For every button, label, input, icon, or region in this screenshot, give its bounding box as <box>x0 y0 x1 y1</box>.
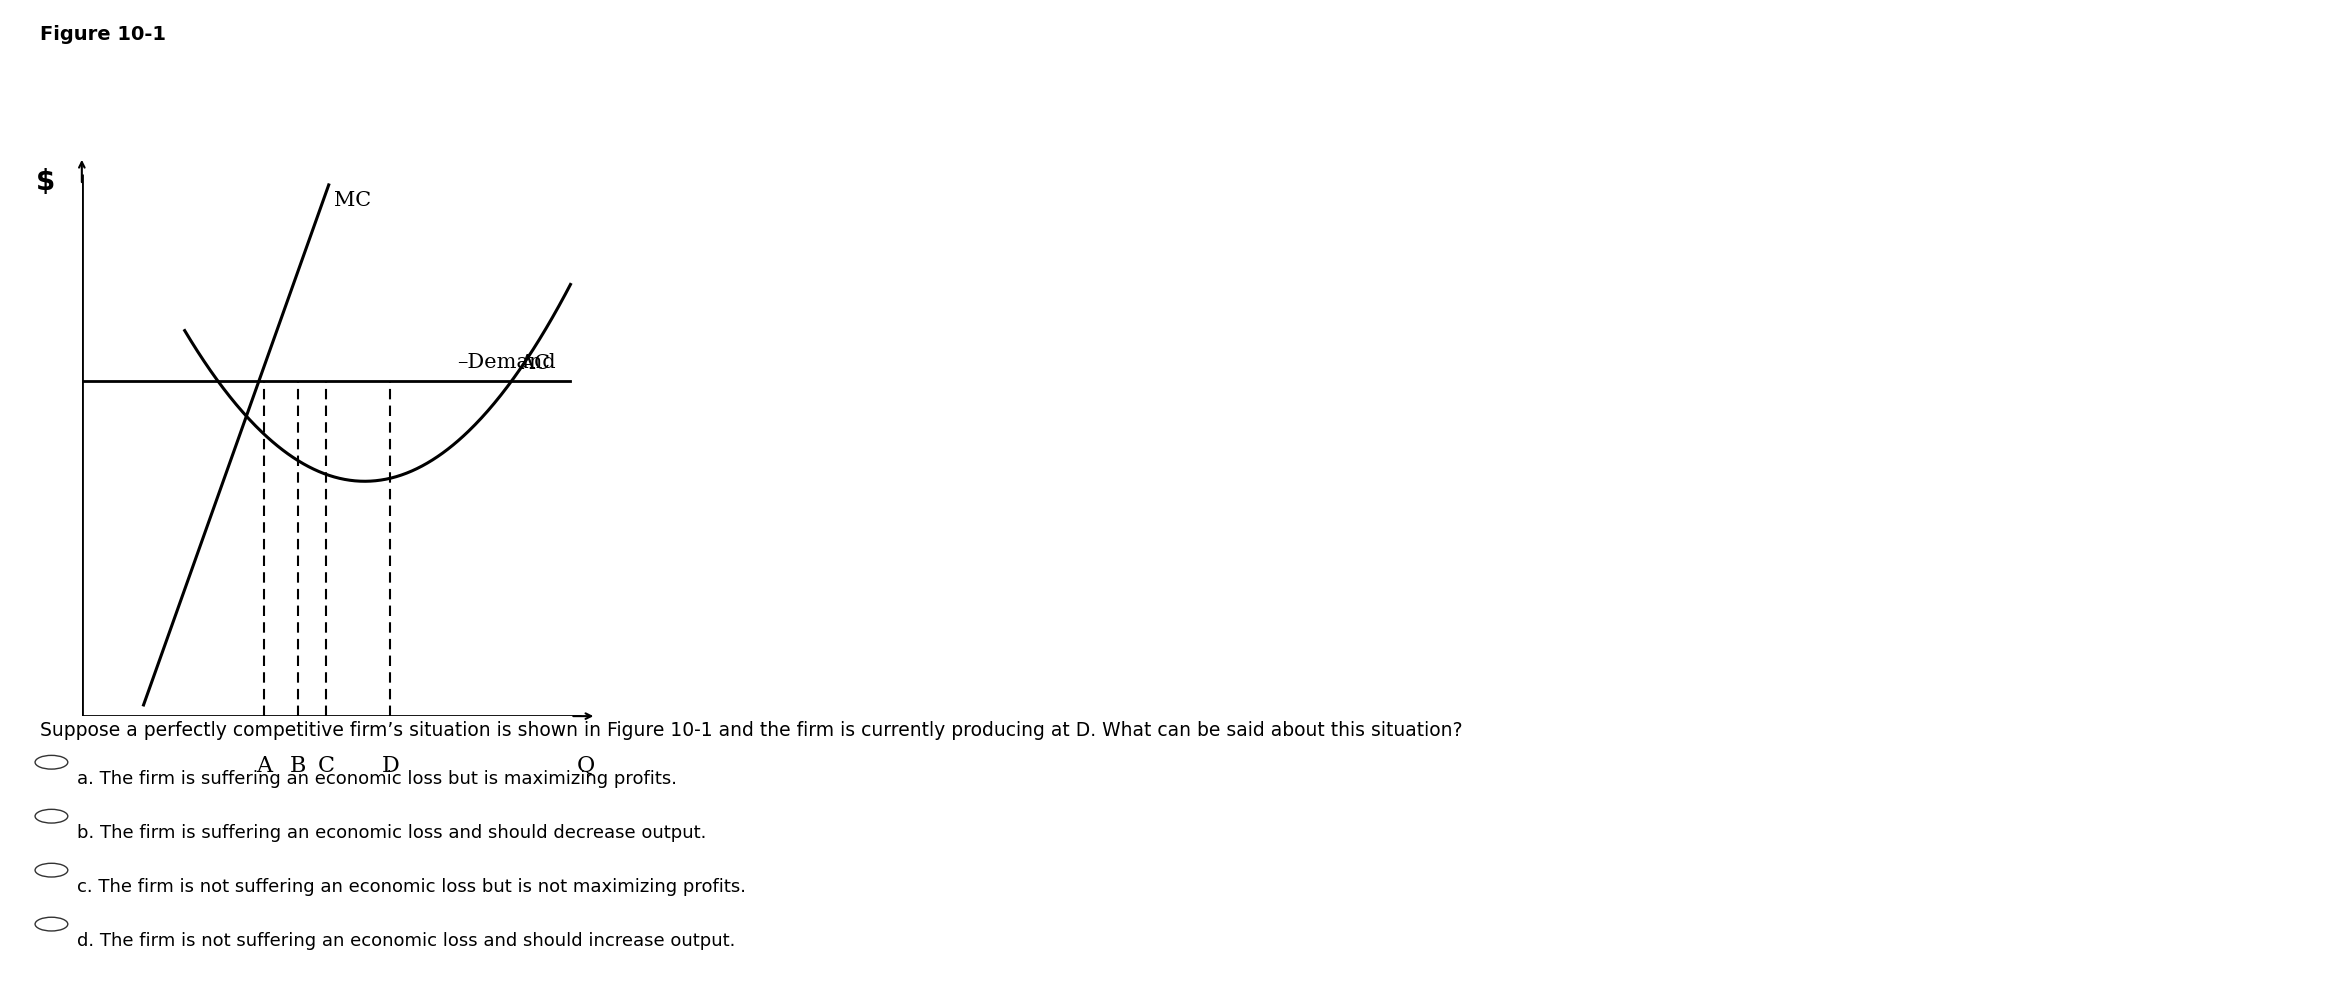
Text: $: $ <box>35 168 56 196</box>
Text: Q: Q <box>577 755 596 777</box>
Text: D: D <box>381 755 400 777</box>
Text: Suppose a perfectly competitive firm’s situation is shown in Figure 10-1 and the: Suppose a perfectly competitive firm’s s… <box>40 721 1461 740</box>
Text: MC: MC <box>334 190 372 210</box>
Text: C: C <box>318 755 334 777</box>
Text: A: A <box>257 755 274 777</box>
Text: AC: AC <box>519 354 549 374</box>
Text: c. The firm is not suffering an economic loss but is not maximizing profits.: c. The firm is not suffering an economic… <box>77 878 746 896</box>
Text: B: B <box>290 755 306 777</box>
Text: –Demand: –Demand <box>458 353 556 372</box>
Text: Figure 10-1: Figure 10-1 <box>40 25 166 43</box>
Text: d. The firm is not suffering an economic loss and should increase output.: d. The firm is not suffering an economic… <box>77 932 736 950</box>
Text: b. The firm is suffering an economic loss and should decrease output.: b. The firm is suffering an economic los… <box>77 824 706 842</box>
Text: a. The firm is suffering an economic loss but is maximizing profits.: a. The firm is suffering an economic los… <box>77 770 678 788</box>
